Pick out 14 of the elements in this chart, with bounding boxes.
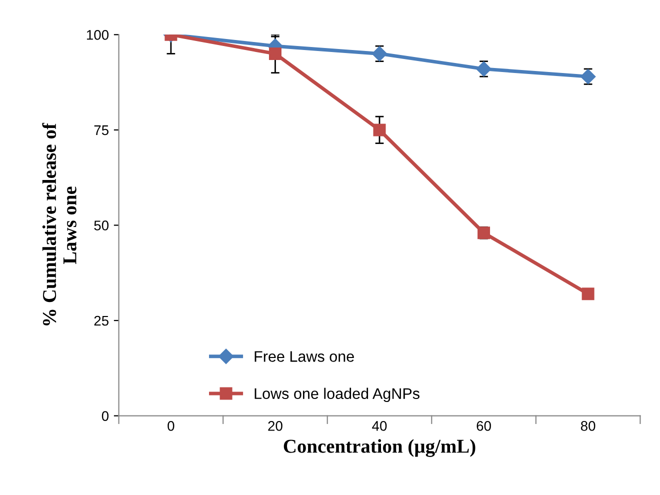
x-axis-title: Concentration (µg/mL) — [284, 439, 476, 457]
x-tick-label: 40 — [372, 421, 387, 431]
legend-label: Lows one loaded AgNPs — [254, 388, 420, 402]
x-tick-label: 80 — [580, 421, 596, 431]
y-axis-title: % Cumulative release of Laws one — [42, 122, 76, 326]
y-tick-label: 0 — [102, 411, 109, 421]
y-tick-label: 25 — [94, 316, 108, 326]
x-tick-label: 0 — [168, 421, 174, 431]
y-tick-label: 75 — [94, 125, 108, 136]
y-tick-label: 50 — [94, 220, 109, 230]
y-tick-label: 100 — [86, 30, 109, 40]
x-tick-label: 60 — [476, 421, 491, 431]
legend-label: Free Laws one — [254, 351, 354, 362]
x-tick-label: 20 — [268, 421, 282, 431]
